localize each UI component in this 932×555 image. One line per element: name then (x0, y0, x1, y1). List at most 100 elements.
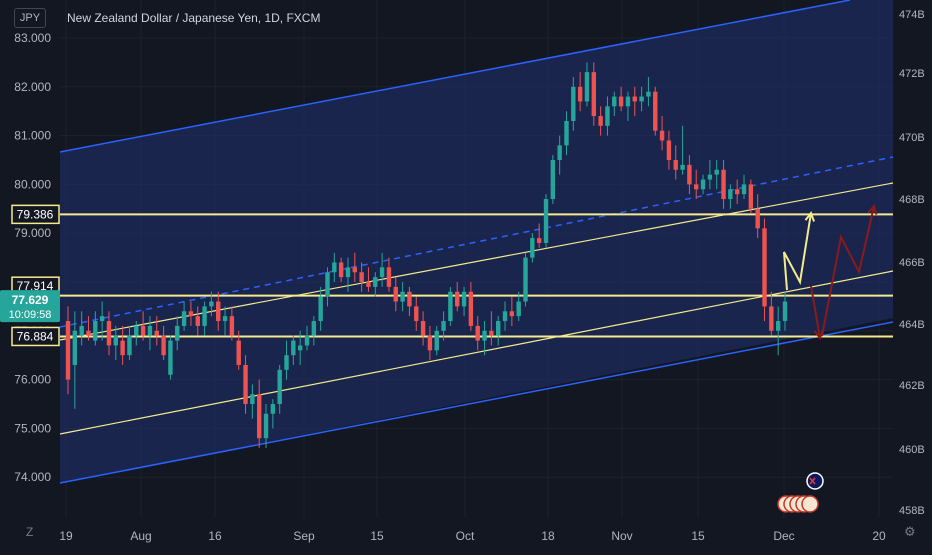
candle-body (550, 160, 556, 200)
channel-midline-dashed[interactable] (59, 156, 894, 328)
x-axis-tick: 19 (59, 529, 73, 543)
candle-body (277, 369, 282, 404)
candle-body (659, 130, 665, 141)
red-projection-arrow-up-head (867, 203, 878, 215)
candle-body (366, 282, 371, 287)
candle-body (741, 184, 747, 195)
right-axis-tick: 474B (899, 9, 925, 21)
candle-body (502, 311, 508, 322)
candle-body (625, 96, 631, 107)
candle-body (632, 96, 637, 102)
candle-body (229, 316, 235, 336)
right-axis-tick: 458B (899, 505, 925, 517)
candle-body (284, 355, 289, 370)
right-axis-tick: 462B (899, 380, 925, 392)
candle-body (475, 325, 480, 341)
candle-body (700, 179, 706, 190)
candle-body (591, 72, 596, 117)
candle-body (120, 340, 125, 356)
candle-body (728, 189, 733, 200)
candle-body (653, 91, 658, 131)
candle-body (455, 291, 460, 307)
candle-body (618, 96, 624, 107)
countdown-timer: 10:09:58 (9, 309, 52, 321)
right-axis-tick: 460B (899, 444, 925, 456)
x-axis-tick: 18 (541, 529, 555, 543)
event-marker-icon[interactable] (801, 495, 819, 513)
candle-body (147, 325, 153, 336)
candle-body (304, 335, 310, 346)
left-axis-tick: 76.000 (14, 373, 51, 387)
candles (65, 62, 788, 448)
candle-body (175, 325, 180, 341)
candle-body (646, 91, 651, 97)
candle-body (379, 267, 385, 278)
x-axis-tick: Aug (130, 529, 151, 543)
left-axis-tick: 75.000 (14, 421, 51, 435)
candle-body (775, 321, 781, 331)
candle-body (564, 120, 569, 146)
current-price-tag: 77.629 (12, 293, 49, 307)
price-tag: 77.914 (17, 279, 54, 293)
candle-body (543, 199, 549, 243)
candle-body (707, 174, 713, 180)
x-axis-tick: 15 (691, 529, 705, 543)
candle-body (373, 277, 378, 287)
red-projection-arrow-up (821, 205, 875, 337)
candle-body (407, 291, 412, 307)
candle-body (338, 262, 344, 278)
candle-body (202, 306, 207, 326)
left-axis-tick: 82.000 (14, 80, 51, 94)
projection-arrows (783, 203, 878, 341)
candle-body (99, 316, 105, 322)
candle-body (386, 267, 392, 287)
yellow-projection-arrow-head (804, 210, 815, 222)
candle-body (694, 184, 699, 190)
candle-body (291, 340, 296, 356)
inner-lower-trendline[interactable] (59, 270, 894, 435)
candle-body (769, 306, 774, 331)
candle-body (65, 321, 71, 380)
channel-bottom-line[interactable] (59, 321, 894, 484)
candle-body (106, 321, 112, 346)
symbol-button[interactable]: JPY (14, 8, 46, 28)
right-axis-tick: 468B (899, 194, 925, 206)
channel-fill (60, 0, 893, 483)
inner-upper-trendline[interactable] (59, 182, 894, 341)
x-axis-tick: Oct (456, 529, 475, 543)
x-axis-tick: Nov (611, 529, 632, 543)
candle-body (584, 72, 590, 102)
candle-body (352, 267, 357, 273)
candle-body (188, 311, 194, 317)
candle-body (216, 301, 221, 322)
candle-body (673, 160, 678, 170)
candle-body (482, 330, 487, 341)
right-axis-tick: 464B (899, 319, 925, 331)
x-axis-tick: 15 (370, 529, 384, 543)
price-tag-box (11, 326, 60, 347)
zoom-button[interactable]: Z (26, 525, 34, 539)
channel-top-line[interactable] (59, 0, 851, 153)
candle-body (536, 238, 542, 243)
candle-body (195, 316, 200, 326)
candle-body (714, 169, 719, 175)
candle-body (748, 184, 754, 209)
candle-body (530, 238, 535, 258)
candle-body (612, 96, 617, 107)
red-projection-arrow-down (810, 285, 821, 339)
candle-body (461, 291, 467, 307)
gear-icon[interactable]: ⚙ (904, 525, 916, 540)
nz-flag-cross (809, 477, 816, 485)
nz-flag-icon[interactable] (806, 472, 824, 490)
candle-body (311, 321, 317, 336)
candle-body (161, 335, 166, 356)
left-axis-tick: 74.000 (14, 470, 51, 484)
candle-body (577, 86, 583, 102)
x-axis-tick: Dec (773, 529, 794, 543)
candle-body (516, 301, 521, 317)
candle-body (523, 257, 528, 302)
candle-body (243, 364, 248, 404)
